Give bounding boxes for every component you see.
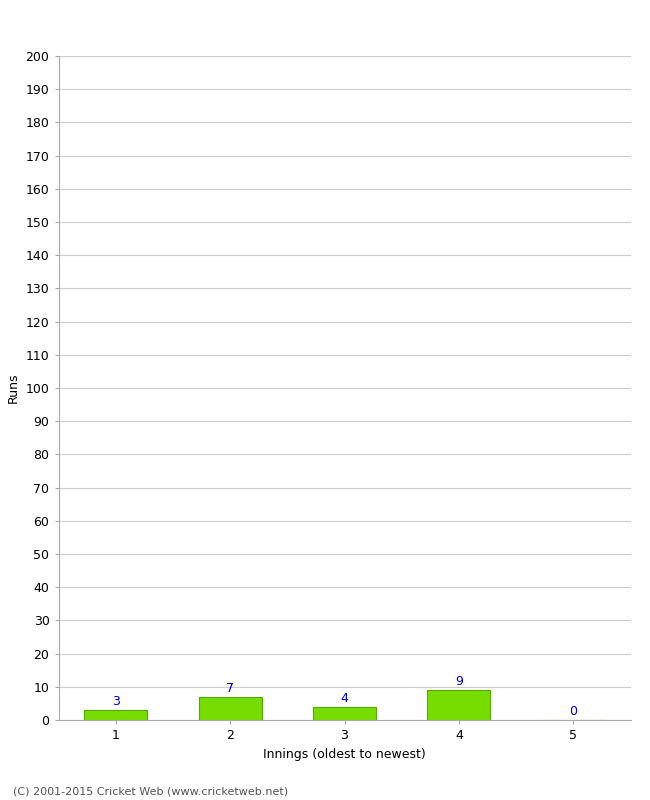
Text: 0: 0 bbox=[569, 706, 577, 718]
X-axis label: Innings (oldest to newest): Innings (oldest to newest) bbox=[263, 747, 426, 761]
Bar bbox=[313, 706, 376, 720]
Bar bbox=[428, 690, 490, 720]
Y-axis label: Runs: Runs bbox=[7, 373, 20, 403]
Text: 7: 7 bbox=[226, 682, 234, 695]
Bar bbox=[84, 710, 147, 720]
Text: 3: 3 bbox=[112, 695, 120, 708]
Text: 4: 4 bbox=[341, 692, 348, 705]
Bar bbox=[199, 697, 261, 720]
Text: 9: 9 bbox=[455, 675, 463, 689]
Text: (C) 2001-2015 Cricket Web (www.cricketweb.net): (C) 2001-2015 Cricket Web (www.cricketwe… bbox=[13, 786, 288, 796]
